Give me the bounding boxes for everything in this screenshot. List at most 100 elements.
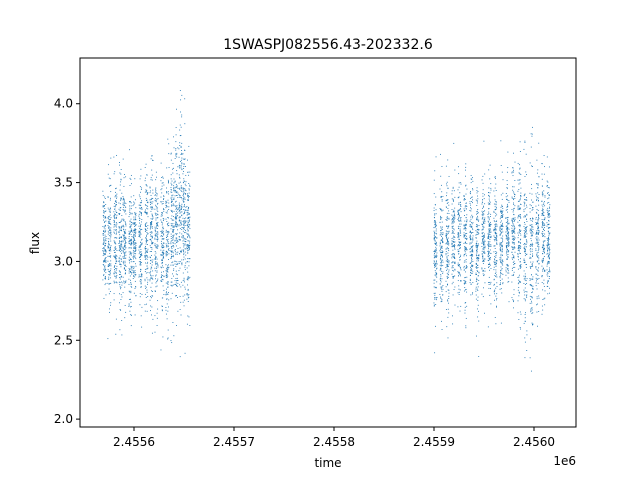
data-point: [110, 236, 112, 238]
data-point: [494, 176, 496, 178]
data-point: [483, 252, 485, 254]
data-point: [502, 210, 504, 212]
data-point: [490, 268, 492, 269]
data-point: [134, 252, 136, 254]
data-point: [470, 191, 471, 192]
data-point: [543, 249, 545, 251]
data-point: [452, 186, 454, 188]
data-point: [147, 239, 149, 241]
data-point: [448, 269, 450, 271]
data-point: [536, 304, 538, 306]
data-point: [150, 277, 152, 279]
data-point: [163, 233, 165, 235]
data-point: [184, 218, 186, 220]
data-point: [173, 185, 175, 187]
data-point: [144, 228, 146, 230]
data-point: [116, 204, 117, 206]
data-point: [140, 315, 142, 317]
data-point: [140, 175, 142, 177]
data-point: [150, 310, 151, 312]
data-point: [538, 310, 540, 312]
data-point: [470, 257, 472, 259]
data-point: [167, 268, 169, 270]
data-point: [180, 111, 182, 113]
data-point: [181, 264, 183, 266]
data-point: [139, 264, 141, 266]
data-point: [134, 240, 136, 241]
data-point: [184, 243, 186, 245]
data-point: [458, 186, 460, 188]
data-point: [107, 265, 109, 267]
data-point: [157, 202, 159, 204]
data-point: [103, 253, 105, 255]
data-point: [124, 304, 126, 306]
data-point: [187, 224, 189, 226]
data-point: [466, 243, 468, 245]
data-point: [512, 231, 514, 233]
data-point: [434, 251, 436, 253]
data-point: [464, 228, 466, 230]
data-point: [476, 245, 478, 247]
data-point: [452, 237, 454, 239]
data-point: [518, 291, 520, 293]
data-point: [472, 245, 474, 247]
data-point: [178, 182, 180, 184]
data-point: [482, 193, 484, 195]
data-point: [548, 217, 550, 218]
data-point: [470, 270, 472, 272]
data-point: [175, 153, 177, 155]
data-point: [133, 216, 135, 218]
data-point: [138, 235, 140, 237]
data-point: [472, 229, 474, 231]
data-point: [507, 257, 509, 259]
data-point: [133, 237, 135, 239]
data-point: [464, 226, 466, 228]
data-point: [128, 306, 130, 307]
data-point: [469, 203, 471, 204]
data-point: [134, 211, 136, 213]
data-point: [495, 323, 497, 325]
data-point: [123, 228, 125, 230]
data-point: [511, 219, 513, 221]
data-point: [189, 237, 191, 239]
data-point: [471, 293, 473, 295]
data-point: [124, 317, 126, 319]
data-point: [140, 207, 142, 208]
data-point: [141, 274, 143, 276]
data-point: [187, 199, 189, 200]
data-point: [171, 198, 172, 200]
data-point: [440, 153, 441, 155]
data-point: [538, 176, 540, 178]
data-point: [506, 235, 507, 237]
data-point: [151, 247, 153, 248]
data-point: [464, 276, 466, 278]
data-point: [129, 243, 130, 245]
data-point: [523, 211, 525, 213]
data-point: [511, 172, 513, 174]
data-point: [543, 252, 545, 254]
data-point: [120, 258, 122, 260]
data-point: [122, 241, 124, 243]
data-point: [104, 270, 106, 272]
data-point: [145, 251, 147, 253]
data-point: [173, 197, 175, 199]
data-point: [113, 216, 115, 218]
data-point: [104, 259, 106, 261]
data-point: [530, 266, 532, 268]
data-point: [441, 221, 443, 223]
data-point: [470, 226, 472, 228]
data-point: [507, 251, 509, 253]
data-point: [546, 238, 548, 239]
data-point: [464, 206, 466, 208]
data-point: [161, 278, 163, 280]
x-tick-label: 2.4556: [113, 435, 155, 449]
data-point: [129, 231, 131, 233]
data-point: [531, 296, 533, 297]
data-point: [469, 263, 471, 264]
data-point: [102, 250, 104, 252]
data-point: [440, 195, 442, 197]
data-point: [459, 231, 461, 233]
data-point: [452, 245, 454, 247]
data-point: [471, 260, 472, 262]
data-point: [130, 178, 132, 180]
